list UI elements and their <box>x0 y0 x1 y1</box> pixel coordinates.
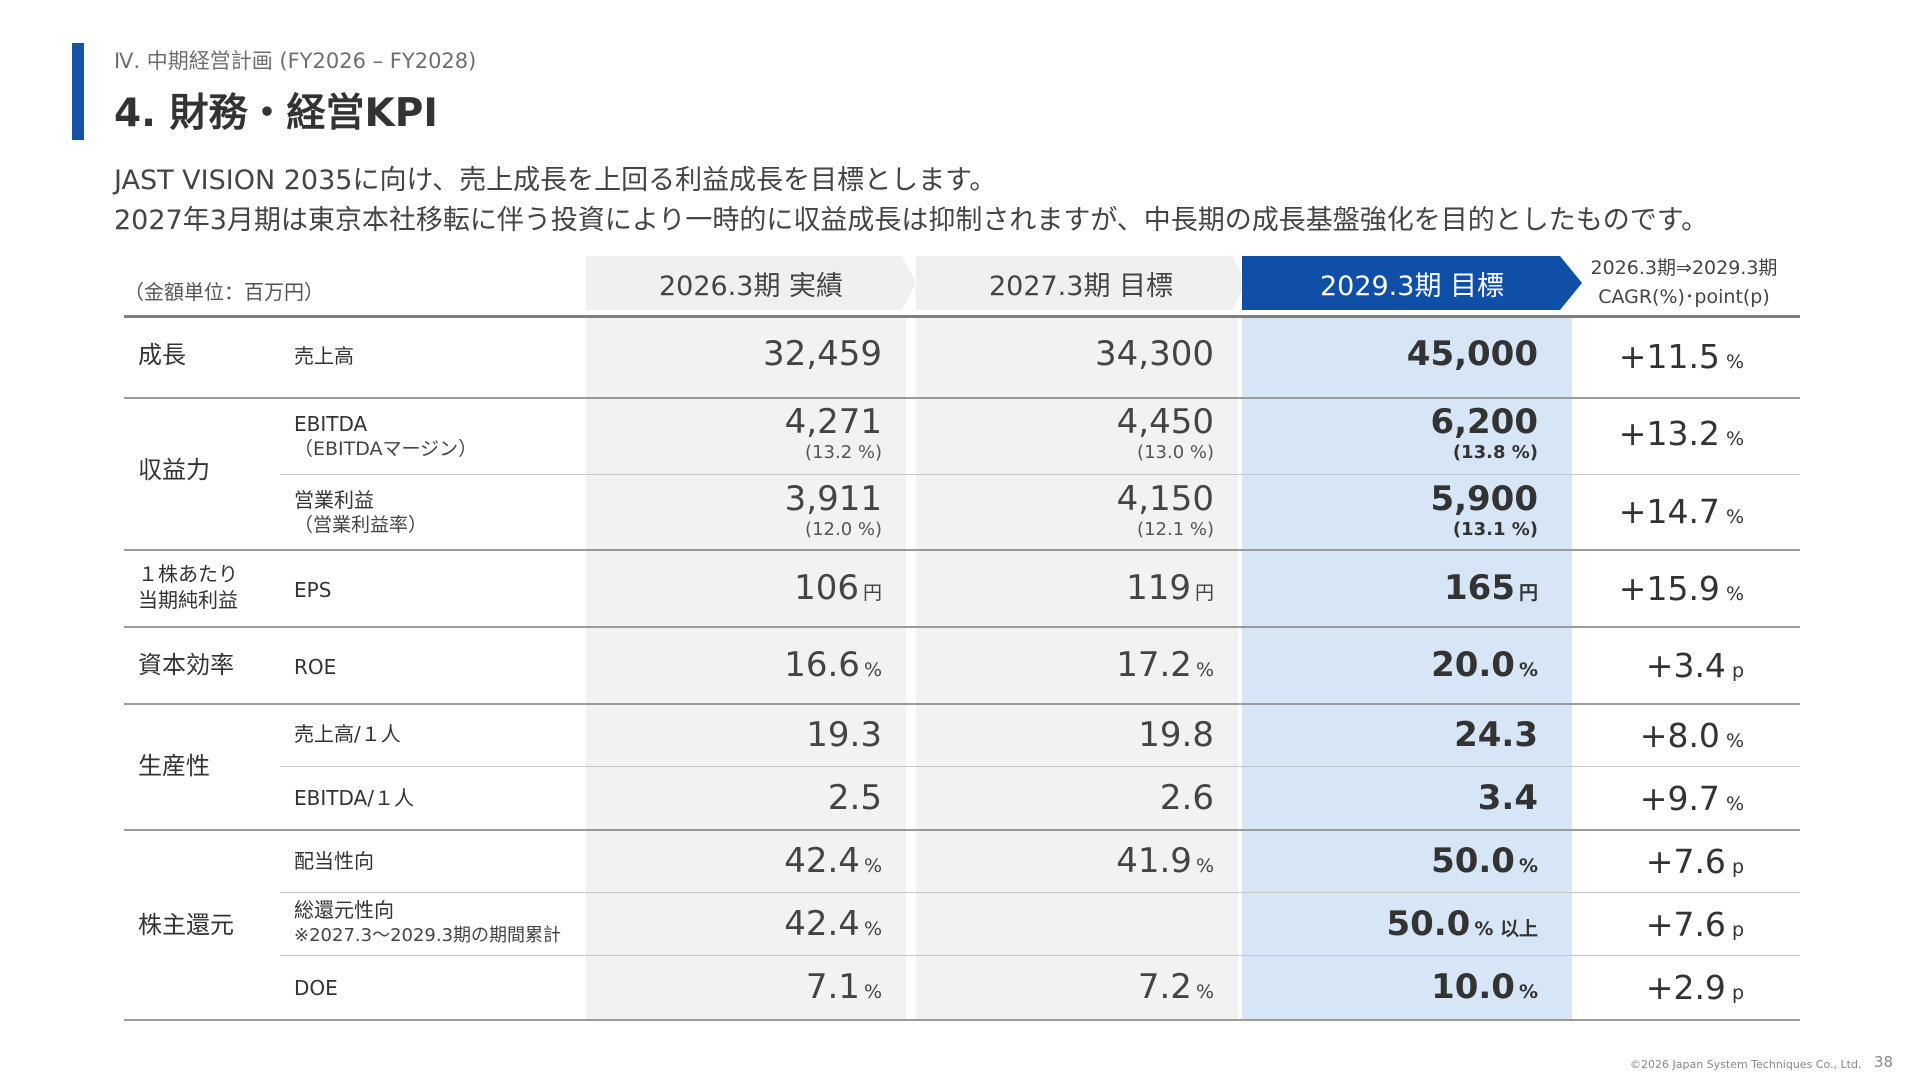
payout-ratio-fy2026: 42.4% <box>784 841 882 881</box>
eps-fy2026: 106 円 <box>794 568 882 608</box>
doe-fy2027: 7.2% <box>1137 967 1214 1007</box>
category-productivity: 生産性 <box>138 752 210 780</box>
ebitda-per-employee-fy2027: 2.6 <box>1159 778 1214 818</box>
payout-ratio-fy2029: 50.0% <box>1431 841 1538 881</box>
payout-ratio-cagr: +7.6 p <box>1645 842 1744 881</box>
table-top-border <box>124 315 1800 318</box>
doe-cagr: +2.9 p <box>1645 968 1744 1007</box>
eps-fy2027: 119 円 <box>1126 568 1214 608</box>
ebitda-per-employee-fy2026: 2.5 <box>827 778 882 818</box>
operating-profit-fy2029: 5,900 (13.1 %) <box>1430 479 1538 540</box>
category-profitability: 収益力 <box>138 456 210 484</box>
column-background-fy2026 <box>586 318 906 1021</box>
category-capital-efficiency: 資本効率 <box>138 651 234 679</box>
column-header-cagr: 2026.3期⇒2029.3期 CAGR(%)･point(p) <box>1584 254 1784 312</box>
sales-per-employee-fy2026: 19.3 <box>806 715 882 755</box>
sales-cagr: +11.5% <box>1618 337 1744 376</box>
sales-fy2026: 32,459 <box>763 334 882 374</box>
total-return-fy2026: 42.4% <box>784 904 882 944</box>
metric-operating-profit-sub: （営業利益率） <box>294 514 428 536</box>
metric-sales: 売上高 <box>294 344 354 368</box>
operating-profit-cagr: +14.7% <box>1618 492 1744 531</box>
cagr-header-line-2: CAGR(%)･point(p) <box>1598 286 1770 308</box>
unit-note: （金額単位：百万円） <box>124 280 324 304</box>
ebitda-cagr: +13.2% <box>1618 414 1744 453</box>
row-divider <box>124 397 1800 399</box>
metric-operating-profit: 営業利益 （営業利益率） <box>294 488 427 538</box>
row-divider-thin <box>280 955 1800 956</box>
metric-ebitda-sub: （EBITDAマージン） <box>294 438 478 460</box>
ebitda-per-employee-fy2029: 3.4 <box>1477 778 1538 818</box>
metric-eps: EPS <box>294 578 332 602</box>
row-divider-thin <box>280 892 1800 893</box>
total-return-fy2029: 50.0% 以上 <box>1386 904 1538 944</box>
table-bottom-border <box>124 1019 1800 1021</box>
metric-doe: DOE <box>294 976 338 1000</box>
metric-ebitda: EBITDA （EBITDAマージン） <box>294 412 477 462</box>
roe-cagr: +3.4 p <box>1645 646 1744 685</box>
column-background-fy2027 <box>916 318 1238 1021</box>
metric-total-return-note: ※2027.3～2029.3期の期間累計 <box>294 925 562 946</box>
category-eps-line-1: １株あたり <box>138 562 238 586</box>
doe-fy2029: 10.0% <box>1431 967 1538 1007</box>
page-number: 38 <box>1874 1053 1894 1071</box>
ebitda-per-employee-cagr: +9.7% <box>1639 779 1744 818</box>
roe-fy2029: 20.0% <box>1431 645 1538 685</box>
row-divider <box>124 703 1800 705</box>
metric-operating-profit-label: 営業利益 <box>294 488 374 512</box>
row-divider-thin <box>280 766 1800 767</box>
sales-fy2029: 45,000 <box>1406 334 1538 374</box>
ebitda-fy2027: 4,450 (13.0 %) <box>1116 402 1214 463</box>
accent-bar <box>72 43 84 140</box>
ebitda-fy2029: 6,200 (13.8 %) <box>1430 402 1538 463</box>
sales-per-employee-fy2027: 19.8 <box>1138 715 1214 755</box>
sales-per-employee-cagr: +8.0% <box>1639 716 1744 755</box>
category-shareholder-return: 株主還元 <box>138 911 234 939</box>
row-divider <box>124 626 1800 628</box>
total-return-cagr: +7.6 p <box>1645 905 1744 944</box>
category-eps-line-2: 当期純利益 <box>138 588 238 612</box>
metric-ebitda-label: EBITDA <box>294 412 368 436</box>
cagr-header-line-1: 2026.3期⇒2029.3期 <box>1590 257 1778 279</box>
operating-profit-fy2026: 3,911 (12.0 %) <box>784 479 882 540</box>
column-header-fy2027-target: 2027.3期 目標 <box>916 256 1246 310</box>
ebitda-fy2026: 4,271 (13.2 %) <box>784 402 882 463</box>
section-label: Ⅳ. 中期経営計画 (FY2026 – FY2028) <box>114 49 477 73</box>
column-background-fy2029 <box>1242 318 1572 1021</box>
operating-profit-fy2027: 4,150 (12.1 %) <box>1116 479 1214 540</box>
doe-fy2026: 7.1% <box>805 967 882 1007</box>
row-divider-thin <box>280 474 1800 475</box>
description-line-1: JAST VISION 2035に向け、売上成長を上回る利益成長を目標とします。 <box>114 165 997 196</box>
metric-sales-per-employee: 売上高/１人 <box>294 722 401 746</box>
column-header-fy2026-actual: 2026.3期 実績 <box>586 256 916 310</box>
payout-ratio-fy2027: 41.9% <box>1116 841 1214 881</box>
metric-total-return-ratio: 総還元性向 ※2027.3～2029.3期の期間累計 <box>294 898 561 948</box>
description-line-2: 2027年3月期は東京本社移転に伴う投資により一時的に収益成長は抑制されますが、… <box>114 205 1709 236</box>
column-header-fy2029-target: 2029.3期 目標 <box>1242 256 1582 310</box>
row-divider <box>124 829 1800 831</box>
eps-fy2029: 165 円 <box>1444 568 1538 608</box>
metric-total-return-label: 総還元性向 <box>294 898 394 922</box>
category-eps: １株あたり 当期純利益 <box>138 561 238 613</box>
metric-payout-ratio: 配当性向 <box>294 849 374 873</box>
roe-fy2027: 17.2% <box>1116 645 1214 685</box>
row-divider <box>124 549 1800 551</box>
copyright: ©2026 Japan System Techniques Co., Ltd. <box>1630 1058 1862 1071</box>
roe-fy2026: 16.6% <box>784 645 882 685</box>
sales-fy2027: 34,300 <box>1095 334 1214 374</box>
metric-roe: ROE <box>294 655 337 679</box>
sales-per-employee-fy2029: 24.3 <box>1454 715 1538 755</box>
eps-cagr: +15.9% <box>1618 569 1744 608</box>
page-title: 4. 財務・経営KPI <box>114 91 438 136</box>
category-growth: 成長 <box>138 341 186 369</box>
metric-ebitda-per-employee: EBITDA/１人 <box>294 786 414 810</box>
